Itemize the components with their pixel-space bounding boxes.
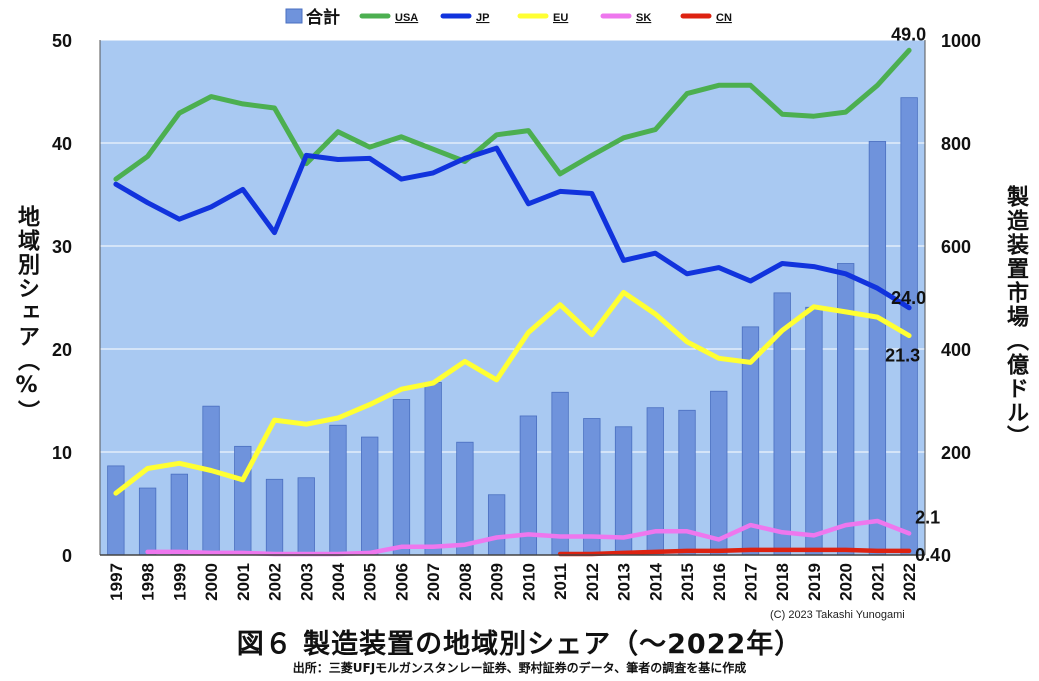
x-tick-label: 2021 xyxy=(868,563,887,601)
bar-total-2011 xyxy=(551,391,569,556)
x-tick-label: 2006 xyxy=(392,563,411,601)
y-right-tick-label: 400 xyxy=(941,340,971,360)
legend: 合計 USA JP EU SK CN xyxy=(285,7,732,28)
bar-total-2003 xyxy=(297,477,315,556)
end-label-eu: 21.3 xyxy=(885,346,920,366)
y-left-tick-label: 0 xyxy=(62,546,72,566)
x-tick-label: 2001 xyxy=(234,563,253,601)
bars-group xyxy=(107,97,918,556)
y-right-tick-label: 0 xyxy=(941,546,951,566)
bar-total-2006 xyxy=(392,399,411,556)
x-tick-label: 1997 xyxy=(107,563,126,601)
axes-group: 0 10 20 30 40 50 0 200 400 600 800 1000 1997 1998 1999… xyxy=(52,31,981,601)
x-tick-label: 2004 xyxy=(329,562,348,600)
bar-total-2021 xyxy=(868,141,887,556)
x-tick-label: 2018 xyxy=(773,563,792,601)
legend-swatch-total xyxy=(285,8,303,24)
bar-total-2019 xyxy=(805,306,823,556)
y-left-tick-label: 10 xyxy=(52,443,72,463)
y-left-tick-label: 50 xyxy=(52,31,72,51)
x-tick-label: 2002 xyxy=(266,563,285,601)
x-tick-label: 2017 xyxy=(741,563,760,601)
x-tick-label: 2013 xyxy=(615,563,634,601)
series-line-eu xyxy=(113,289,912,496)
end-label-jp: 24.0 xyxy=(891,288,926,308)
x-tick-label: 2003 xyxy=(297,563,316,601)
y-right-tick-label: 600 xyxy=(941,237,971,257)
copyright: (C) 2023 Takashi Yunogami xyxy=(770,609,905,621)
x-tick-label: 1999 xyxy=(170,563,189,601)
bar-total-1997 xyxy=(107,465,125,556)
lines-group xyxy=(113,47,912,557)
legend-label-usa: USA xyxy=(395,12,418,24)
bar-total-2002 xyxy=(265,478,284,556)
bar-total-2005 xyxy=(361,436,379,556)
y-axis-right-label: 製造装置市場（億ドル） xyxy=(1003,185,1028,449)
legend-label-cn: CN xyxy=(716,12,732,24)
legend-label-total: 合計 xyxy=(306,7,340,28)
x-tick-label: 2012 xyxy=(583,563,602,601)
bar-total-2022 xyxy=(900,97,918,556)
source-note: 出所：三菱UFJモルガンスタンレー証券、野村証券のデータ、筆者の調査を基に作成 xyxy=(292,661,747,675)
legend-label-sk: SK xyxy=(636,12,651,24)
bar-total-2009 xyxy=(487,494,506,556)
x-tick-label: 2020 xyxy=(837,563,856,601)
x-tick-label: 2008 xyxy=(456,563,475,601)
y-right-tick-label: 200 xyxy=(941,443,971,463)
x-tick-label: 2007 xyxy=(424,563,443,601)
bar-total-2008 xyxy=(456,441,474,556)
y-left-tick-label: 30 xyxy=(52,237,72,257)
y-right-tick-label: 1000 xyxy=(941,31,981,51)
x-tick-label: 1998 xyxy=(139,563,158,601)
end-label-usa: 49.0 xyxy=(891,24,926,44)
end-label-sk: 2.1 xyxy=(915,507,940,527)
bar-total-2001 xyxy=(234,445,252,556)
series-line-cn xyxy=(557,547,912,557)
x-tick-label: 2009 xyxy=(488,563,507,601)
y-right-tick-label: 800 xyxy=(941,134,971,154)
y-left-tick-label: 40 xyxy=(52,134,72,154)
bar-total-1999 xyxy=(170,473,188,556)
series-line-usa xyxy=(113,47,912,182)
x-tick-label: 2005 xyxy=(361,563,380,601)
y-left-tick-label: 20 xyxy=(52,340,72,360)
bar-total-1998 xyxy=(138,487,157,556)
y-axis-left-label: 地域別シェア（%） xyxy=(14,205,39,424)
x-tick-label: 2014 xyxy=(646,562,665,600)
series-line-jp xyxy=(113,145,912,311)
x-tick-label: 2010 xyxy=(519,563,538,601)
bar-total-2004 xyxy=(329,424,347,556)
bar-total-2007 xyxy=(424,382,442,556)
series-line-sk xyxy=(145,518,912,557)
x-tick-label: 2000 xyxy=(202,563,221,601)
legend-label-jp: JP xyxy=(476,12,489,24)
bar-total-2000 xyxy=(202,405,220,556)
bar-total-2016 xyxy=(710,390,728,556)
end-label-cn: 0.4 xyxy=(915,545,940,565)
legend-label-eu: EU xyxy=(553,12,568,24)
end-labels: 49.0 24.0 21.3 2.1 0.4 xyxy=(885,24,940,565)
x-tick-label: 2011 xyxy=(551,563,570,600)
chart-title: 図６ 製造装置の地域別シェア（～2022年） xyxy=(236,629,803,660)
x-tick-label: 2015 xyxy=(678,563,697,601)
x-tick-label: 2019 xyxy=(805,563,824,601)
x-tick-label: 2016 xyxy=(710,563,729,601)
x-tick-label: 2022 xyxy=(900,563,919,601)
bar-total-2020 xyxy=(837,263,855,556)
